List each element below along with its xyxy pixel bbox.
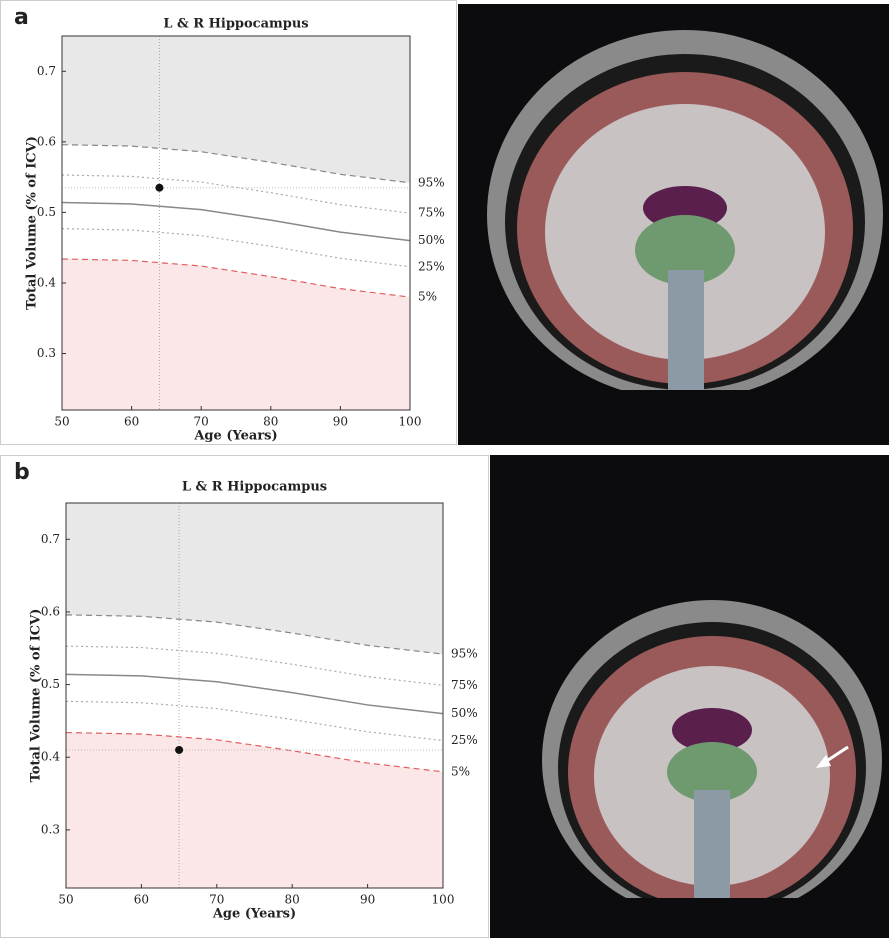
y-axis-label: Total Volume (% of ICV): [29, 609, 44, 783]
y-tick-label: 0.3: [41, 822, 60, 836]
percentile-label: 95%: [451, 647, 478, 661]
y-tick-label: 0.4: [37, 275, 56, 289]
y-tick-label: 0.7: [41, 532, 60, 546]
x-tick-label: 90: [333, 415, 348, 429]
y-tick-label: 0.6: [41, 604, 60, 618]
percentile-label: 95%: [418, 175, 445, 189]
x-axis-label: Age (Years): [212, 907, 296, 922]
y-tick-label: 0.5: [37, 205, 56, 219]
percentile-label: 50%: [451, 706, 478, 720]
x-tick-label: 70: [209, 893, 224, 907]
x-tick-label: 80: [263, 415, 278, 429]
panel-letter: b: [14, 460, 30, 485]
y-tick-label: 0.6: [37, 134, 56, 148]
percentile-label: 5%: [451, 764, 470, 778]
percentile-label: 75%: [418, 206, 445, 220]
percentile-label: 5%: [418, 290, 437, 304]
x-tick-label: 60: [124, 415, 139, 429]
y-tick-label: 0.4: [41, 750, 60, 764]
x-axis-label: Age (Years): [193, 429, 277, 444]
x-tick-label: 60: [134, 893, 149, 907]
mri-image-b: [490, 455, 889, 938]
y-tick-label: 0.3: [37, 346, 56, 360]
patient-point: [175, 746, 183, 754]
y-tick-label: 0.7: [37, 64, 56, 78]
x-tick-label: 70: [194, 415, 209, 429]
x-tick-label: 80: [285, 893, 300, 907]
x-tick-label: 50: [54, 415, 69, 429]
x-tick-label: 100: [399, 415, 422, 429]
x-tick-label: 100: [432, 893, 455, 907]
panel-letter: a: [14, 5, 29, 30]
y-tick-label: 0.5: [41, 677, 60, 691]
patient-point: [155, 184, 163, 192]
percentile-label: 50%: [418, 233, 445, 247]
chart-title: L & R Hippocampus: [182, 480, 327, 495]
percentile-label: 25%: [451, 733, 478, 747]
x-tick-label: 50: [58, 893, 73, 907]
mri-image-a: [458, 4, 889, 445]
x-tick-label: 90: [360, 893, 375, 907]
chart-title: L & R Hippocampus: [163, 17, 308, 32]
percentile-label: 25%: [418, 259, 445, 273]
y-axis-label: Total Volume (% of ICV): [25, 136, 40, 310]
percentile-label: 75%: [451, 678, 478, 692]
figure: a L & R Hippocampus 50 60 70 80 90 100 0.3 0.4 0.5…: [0, 0, 889, 938]
